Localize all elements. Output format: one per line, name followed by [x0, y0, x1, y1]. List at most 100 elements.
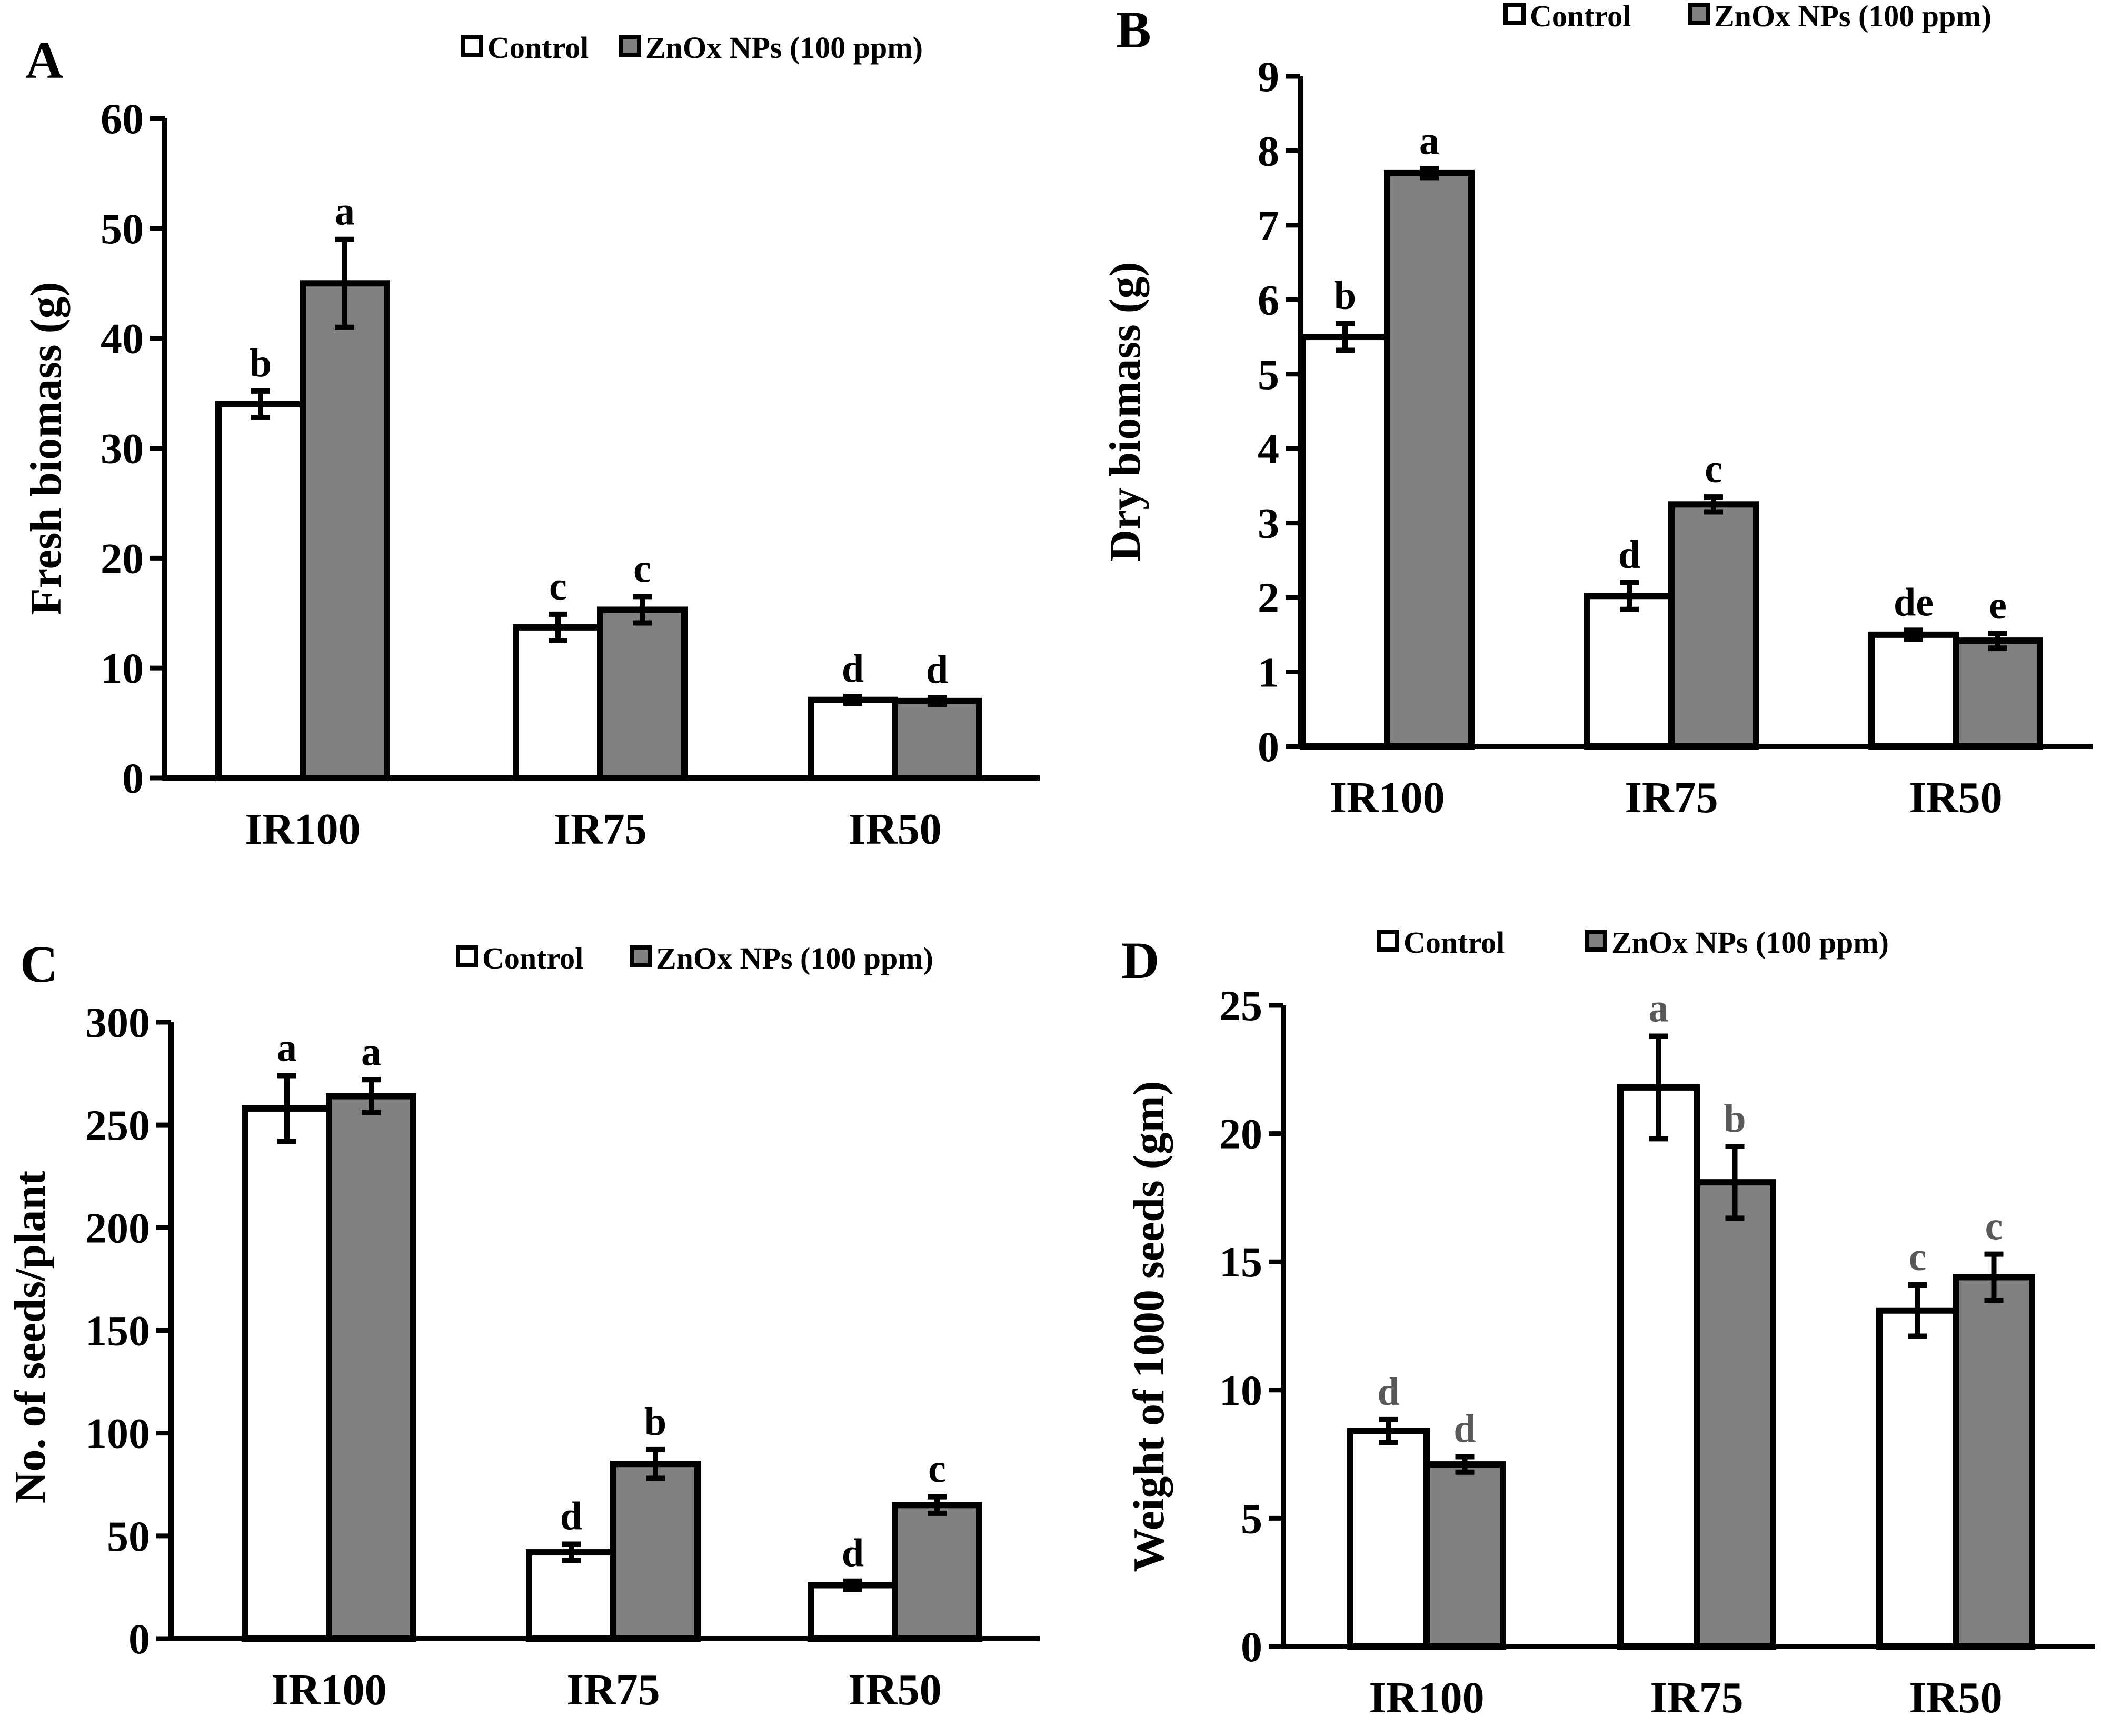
sig-label-c-ir75-treated: b — [644, 1400, 666, 1444]
legend-label-control: Control — [482, 941, 583, 975]
error-bar-d-ir50-treated — [1984, 1251, 2004, 1303]
y-tick-label-b-0: 0 — [1258, 723, 1279, 771]
error-bar-b-ir100-treated — [1420, 166, 1439, 181]
sig-label-a-ir50-control: d — [842, 646, 864, 691]
legend-a: Control ZnOx NPs (100 ppm) — [461, 31, 923, 65]
bar-c-ir75-control — [526, 1549, 616, 1642]
sig-label-c-ir50-control: d — [842, 1531, 864, 1575]
error-bar-a-ir75-treated — [633, 594, 652, 626]
bar-c-ir75-treated — [610, 1461, 701, 1642]
y-tick-label-d-20: 20 — [1219, 1110, 1262, 1158]
y-axis-title-d: Weight of 1000 seeds (gm) — [1124, 1081, 1173, 1572]
legend-label-treated: ZnOx NPs (100 ppm) — [1714, 0, 1992, 33]
legend-label-treated: ZnOx NPs (100 ppm) — [1611, 925, 1889, 960]
sig-label-a-ir50-treated: d — [926, 648, 948, 692]
legend-swatch-treated — [630, 945, 652, 967]
y-tick-label-a-50: 50 — [101, 205, 144, 253]
legend-label-control: Control — [1530, 0, 1631, 33]
x-tick-label-d-ir50: IR50 — [1909, 1673, 2002, 1722]
error-bar-c-ir75-control — [562, 1541, 581, 1563]
y-tick-label-a-0: 0 — [122, 754, 144, 802]
sig-label-a-ir75-treated: c — [633, 546, 651, 591]
y-tick-label-b-5: 5 — [1258, 351, 1279, 398]
panel-letter-b: B — [1116, 1, 1151, 59]
y-tick-label-a-10: 10 — [101, 644, 144, 692]
sig-label-c-ir75-control: d — [560, 1494, 582, 1538]
sig-label-d-ir100-treated: d — [1453, 1406, 1476, 1451]
error-bar-c-ir50-control — [843, 1578, 862, 1592]
error-bar-a-ir100-control — [251, 388, 270, 421]
y-tick-label-c-250: 250 — [85, 1101, 150, 1149]
sig-label-b-ir100-treated: a — [1419, 118, 1439, 163]
x-tick-label-c-ir75: IR75 — [566, 1665, 660, 1714]
legend-swatch-treated — [1585, 930, 1607, 952]
sig-label-b-ir50-treated: e — [1989, 583, 2007, 627]
error-bar-d-ir75-treated — [1725, 1143, 1745, 1221]
y-tick-label-c-0: 0 — [128, 1615, 150, 1663]
error-bar-c-ir100-control — [277, 1073, 296, 1144]
legend-d: Control ZnOx NPs (100 ppm) — [1377, 925, 1889, 960]
y-tick-label-b-6: 6 — [1258, 276, 1279, 324]
x-tick-label-a-ir100: IR100 — [245, 805, 360, 854]
sig-label-d-ir75-treated: b — [1724, 1096, 1746, 1141]
x-tick-label-b-ir100: IR100 — [1329, 773, 1445, 822]
y-tick-label-b-8: 8 — [1258, 127, 1279, 175]
error-bar-c-ir50-treated — [928, 1494, 947, 1516]
bar-c-ir100-control — [242, 1105, 332, 1642]
error-bar-b-ir50-treated — [1988, 631, 2007, 651]
y-tick-label-d-15: 15 — [1219, 1238, 1262, 1286]
sig-label-a-ir100-treated: a — [335, 189, 355, 234]
chart-panel-b: B Control ZnOx NPs (100 ppm) Dry biomass (g… — [1101, 0, 2093, 822]
y-tick-label-b-2: 2 — [1258, 574, 1279, 622]
chart-panel-d: D Control ZnOx NPs (100 ppm) Weight of 1000… — [1121, 925, 2095, 1722]
error-bar-a-ir50-treated — [928, 695, 947, 707]
bar-a-ir100-treated — [300, 280, 390, 781]
sig-label-c-ir50-treated: c — [928, 1447, 946, 1491]
bar-d-ir75-treated — [1694, 1179, 1776, 1650]
sig-label-b-ir100-control: b — [1334, 274, 1356, 318]
legend-label-control: Control — [1403, 925, 1505, 960]
sig-label-a-ir100-control: b — [250, 341, 272, 385]
y-tick-label-a-30: 30 — [101, 425, 144, 473]
bar-b-ir50-control — [1868, 631, 1959, 750]
y-tick-label-c-50: 50 — [107, 1512, 150, 1560]
bar-b-ir75-treated — [1668, 501, 1759, 750]
panel-letter-c: C — [20, 935, 58, 993]
bar-c-ir50-control — [808, 1582, 898, 1642]
bar-b-ir50-treated — [1953, 637, 2043, 750]
sig-label-d-ir100-control: d — [1377, 1370, 1399, 1414]
y-axis-title-c: No. of seeds/plant — [6, 1171, 55, 1503]
x-tick-label-d-ir75: IR75 — [1650, 1673, 1743, 1722]
y-axis-title-a: Fresh biomass (g) — [22, 282, 71, 615]
error-bar-d-ir100-control — [1379, 1416, 1398, 1445]
y-tick-label-d-10: 10 — [1219, 1366, 1262, 1414]
x-tick-label-b-ir50: IR50 — [1909, 773, 2002, 822]
sig-label-d-ir50-treated: c — [1985, 1204, 2003, 1249]
x-tick-label-a-ir50: IR50 — [848, 805, 941, 854]
x-tick-label-c-ir100: IR100 — [271, 1665, 386, 1714]
error-bar-d-ir75-control — [1649, 1033, 1668, 1142]
bar-d-ir50-control — [1876, 1307, 1959, 1650]
error-bar-b-ir75-treated — [1704, 494, 1723, 515]
y-tick-label-c-200: 200 — [85, 1204, 150, 1252]
bar-a-ir50-treated — [892, 697, 982, 781]
y-tick-label-b-9: 9 — [1258, 53, 1279, 101]
error-bar-c-ir100-treated — [362, 1077, 381, 1115]
legend-swatch-control — [1377, 930, 1399, 952]
y-tick-label-d-0: 0 — [1241, 1623, 1262, 1671]
chart-panel-a: A Control ZnOx NPs (100 ppm) Fresh biomass … — [22, 31, 1040, 854]
error-bar-a-ir75-control — [549, 611, 567, 643]
y-tick-label-b-1: 1 — [1258, 648, 1279, 696]
chart-panel-c: C Control ZnOx NPs (100 ppm) No. of seeds/p… — [6, 935, 1040, 1714]
legend-c: Control ZnOx NPs (100 ppm) — [456, 941, 933, 975]
error-bar-a-ir50-control — [843, 694, 862, 706]
legend-swatch-treated — [619, 35, 641, 57]
error-bar-d-ir50-control — [1908, 1282, 1927, 1339]
sig-label-d-ir75-control: a — [1649, 986, 1669, 1030]
sig-label-b-ir75-control: d — [1618, 533, 1640, 577]
legend-label-treated: ZnOx NPs (100 ppm) — [645, 31, 923, 65]
x-tick-label-d-ir100: IR100 — [1369, 1673, 1484, 1722]
legend-swatch-control — [456, 945, 478, 967]
y-tick-label-d-5: 5 — [1241, 1494, 1262, 1542]
